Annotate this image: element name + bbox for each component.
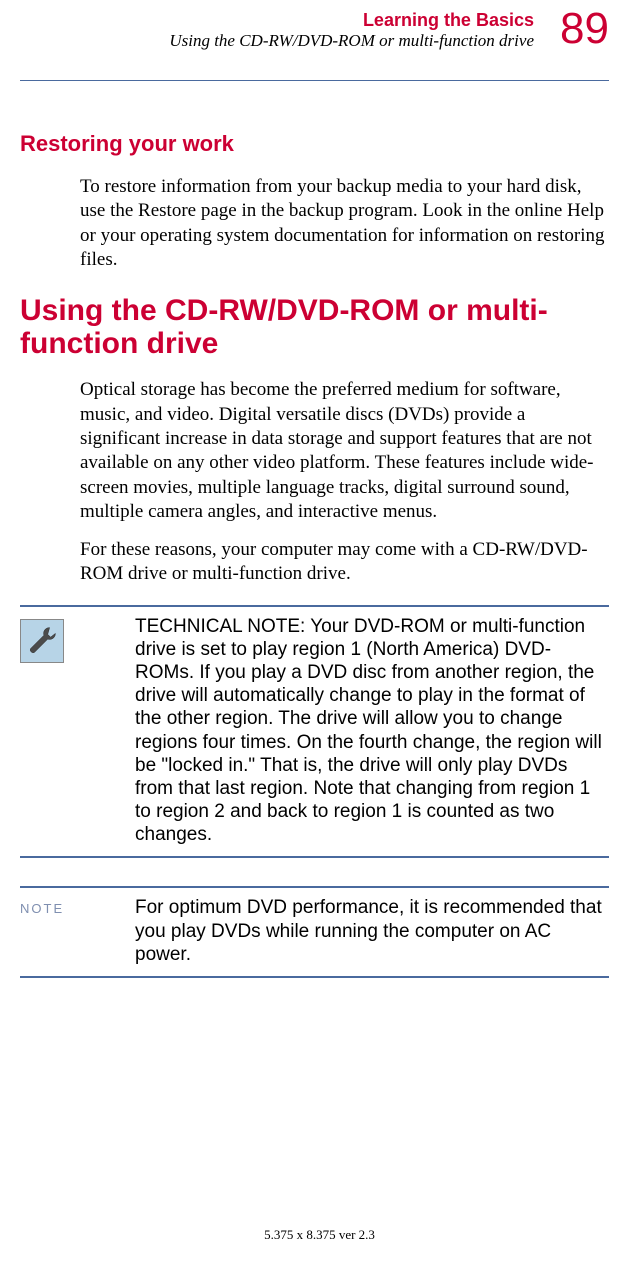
heading-cdrw: Using the CD-RW/DVD-ROM or multi-functio… xyxy=(20,294,609,360)
header-rule xyxy=(20,80,609,81)
para-restoring-1: To restore information from your backup … xyxy=(80,175,609,272)
page-container: Learning the Basics Using the CD-RW/DVD-… xyxy=(0,0,639,978)
page-number: 89 xyxy=(560,4,609,54)
chapter-title: Learning the Basics xyxy=(169,10,534,31)
header-section-title: Using the CD-RW/DVD-ROM or multi-functio… xyxy=(169,31,534,51)
technote-text: TECHNICAL NOTE: Your DVD-ROM or multi-fu… xyxy=(135,615,609,847)
note-label-column: NOTE xyxy=(20,896,135,966)
heading-restoring: Restoring your work xyxy=(20,131,609,157)
para-cdrw-1: Optical storage has become the preferred… xyxy=(80,378,609,524)
para-cdrw-2: For these reasons, your computer may com… xyxy=(80,538,609,587)
header-text-block: Learning the Basics Using the CD-RW/DVD-… xyxy=(169,10,534,51)
wrench-icon xyxy=(20,619,64,663)
technote-content: TECHNICAL NOTE: Your DVD-ROM or multi-fu… xyxy=(20,607,609,857)
note-content: NOTE For optimum DVD performance, it is … xyxy=(20,888,609,976)
technical-note-block: TECHNICAL NOTE: Your DVD-ROM or multi-fu… xyxy=(20,605,609,859)
note-label: NOTE xyxy=(20,901,64,916)
note-block: NOTE For optimum DVD performance, it is … xyxy=(20,886,609,978)
running-header: Learning the Basics Using the CD-RW/DVD-… xyxy=(20,10,609,80)
footer-text: 5.375 x 8.375 ver 2.3 xyxy=(0,1227,639,1243)
technote-bottom-rule xyxy=(20,856,609,858)
note-text: For optimum DVD performance, it is recom… xyxy=(135,896,609,966)
note-bottom-rule xyxy=(20,976,609,978)
technote-icon-column xyxy=(20,615,135,847)
